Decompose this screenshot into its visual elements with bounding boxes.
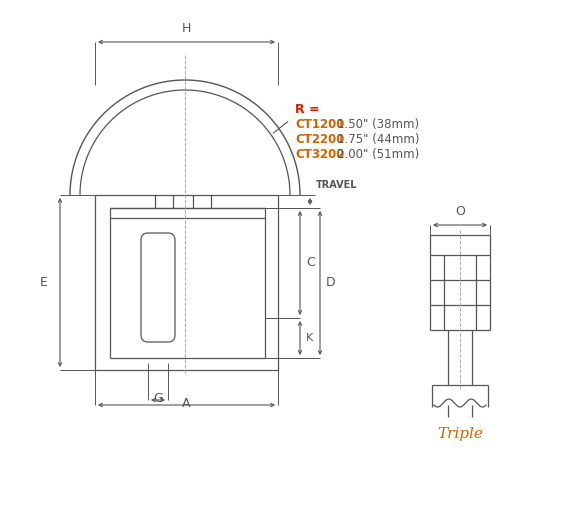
Text: A: A <box>182 397 191 410</box>
Text: R =: R = <box>295 103 320 116</box>
Text: 2.00" (51mm): 2.00" (51mm) <box>337 148 419 161</box>
Text: TRAVEL: TRAVEL <box>316 180 357 190</box>
Text: CT2200: CT2200 <box>295 133 344 146</box>
Text: CT1200: CT1200 <box>295 118 344 131</box>
Text: 1.50" (38mm): 1.50" (38mm) <box>337 118 419 131</box>
Text: G: G <box>153 392 163 405</box>
Text: CT3200: CT3200 <box>295 148 344 161</box>
Text: D: D <box>326 277 336 290</box>
Text: H: H <box>182 22 191 35</box>
Text: C: C <box>306 256 315 269</box>
Text: K: K <box>306 333 313 343</box>
Text: E: E <box>40 276 48 289</box>
Text: Triple: Triple <box>437 427 483 441</box>
Text: O: O <box>455 205 465 218</box>
Text: 1.75" (44mm): 1.75" (44mm) <box>337 133 420 146</box>
